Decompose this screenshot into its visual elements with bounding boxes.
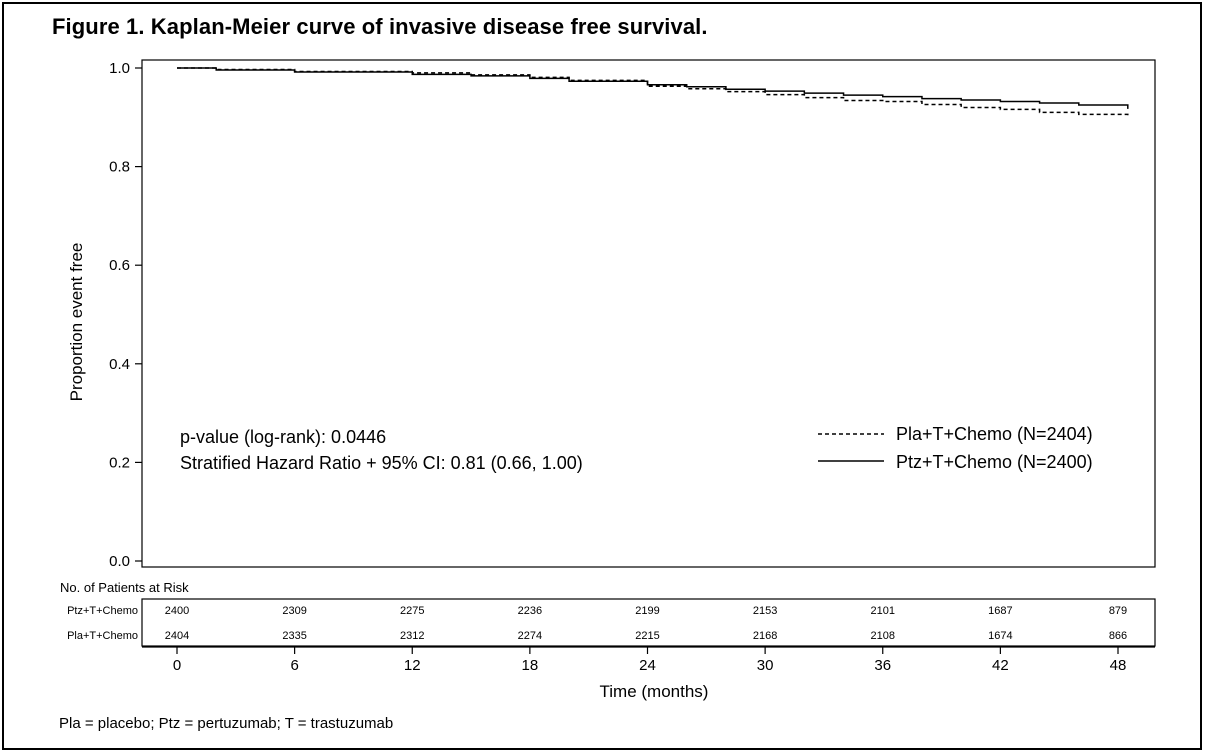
risk-cell: 2335 — [282, 630, 306, 642]
x-tick-label: 48 — [1110, 657, 1127, 674]
risk-cell: 2236 — [518, 605, 542, 617]
risk-row-label-pla: Pla+T+Chemo — [67, 630, 138, 642]
x-axis-label: Time (months) — [600, 682, 709, 701]
figure-title: Figure 1. Kaplan-Meier curve of invasive… — [52, 14, 708, 39]
risk-cell: 2108 — [871, 630, 895, 642]
risk-cell: 1674 — [988, 630, 1012, 642]
y-tick-label: 0.4 — [109, 356, 130, 373]
risk-cell: 2309 — [282, 605, 306, 617]
risk-cell: 879 — [1109, 605, 1127, 617]
legend-label-pla: Pla+T+Chemo (N=2404) — [896, 424, 1093, 444]
risk-values: 2400 2309 2275 2236 2199 2153 2101 1687 879 2404 2… — [165, 605, 1127, 642]
risk-cell: 1687 — [988, 605, 1012, 617]
x-tick-label: 18 — [522, 657, 539, 674]
risk-table-header: No. of Patients at Risk — [60, 580, 189, 595]
curve-ptz-solid — [177, 67, 1129, 109]
curve-pla-dashed — [177, 67, 1129, 117]
risk-cell: 2101 — [871, 605, 895, 617]
x-tick-label: 12 — [404, 657, 421, 674]
y-tick-label: 0.0 — [109, 553, 130, 570]
risk-cell: 2400 — [165, 605, 189, 617]
risk-cell: 2275 — [400, 605, 424, 617]
risk-cell: 2274 — [518, 630, 542, 642]
risk-cell: 2312 — [400, 630, 424, 642]
y-tick-label: 1.0 — [109, 60, 130, 77]
risk-cell: 2215 — [635, 630, 659, 642]
risk-cell: 866 — [1109, 630, 1127, 642]
risk-table-box — [141, 598, 1156, 647]
risk-cell: 2168 — [753, 630, 777, 642]
x-tick-label: 36 — [874, 657, 891, 674]
p-value-annotation: p-value (log-rank): 0.0446 — [180, 427, 386, 447]
legend-label-ptz: Ptz+T+Chemo (N=2400) — [896, 452, 1093, 472]
risk-cell: 2404 — [165, 630, 189, 642]
y-axis: 0.0 0.2 0.4 0.6 0.8 1.0 — [109, 60, 142, 570]
risk-cell: 2153 — [753, 605, 777, 617]
x-axis: 0 6 12 18 24 30 36 42 48 — [142, 646, 1155, 674]
x-tick-label: 6 — [290, 657, 298, 674]
legend: Pla+T+Chemo (N=2404) Ptz+T+Chemo (N=2400… — [818, 424, 1093, 472]
footnote: Pla = placebo; Ptz = pertuzumab; T = tra… — [59, 715, 394, 732]
y-axis-label: Proportion event free — [67, 243, 86, 402]
risk-cell: 2199 — [635, 605, 659, 617]
hazard-ratio-annotation: Stratified Hazard Ratio + 95% CI: 0.81 (… — [180, 453, 583, 473]
plot-area — [141, 59, 1156, 568]
y-tick-label: 0.2 — [109, 454, 130, 471]
y-tick-label: 0.8 — [109, 159, 130, 176]
x-tick-label: 0 — [173, 657, 181, 674]
x-tick-label: 42 — [992, 657, 1009, 674]
survival-curves — [177, 67, 1129, 117]
risk-row-label-ptz: Ptz+T+Chemo — [67, 605, 138, 617]
x-tick-label: 24 — [639, 657, 656, 674]
x-tick-label: 30 — [757, 657, 774, 674]
y-tick-label: 0.6 — [109, 257, 130, 274]
